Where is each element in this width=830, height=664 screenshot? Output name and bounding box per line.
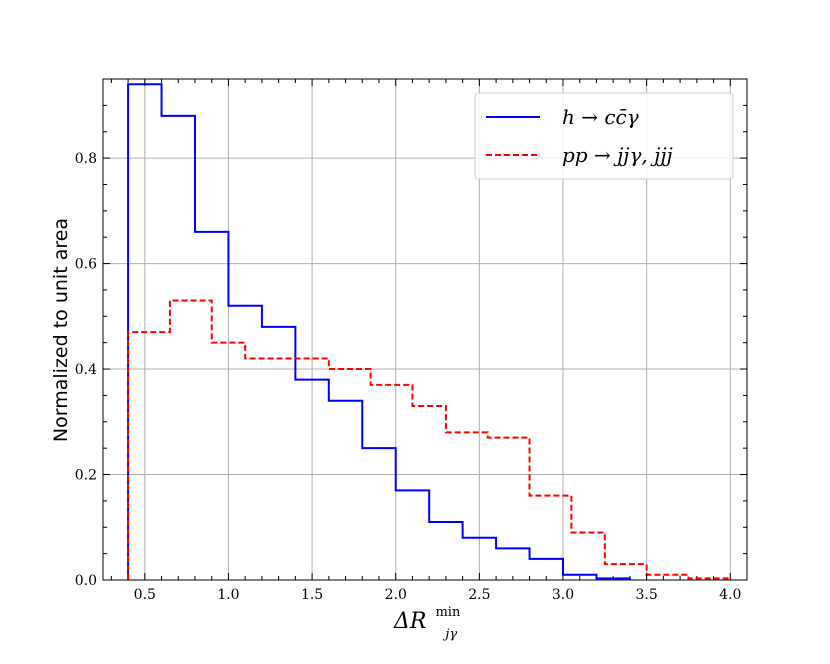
x-tick-label: 3.5 xyxy=(636,587,658,603)
y-tick-label: 0.6 xyxy=(75,257,97,273)
major-ticks xyxy=(103,79,747,581)
plot-frame xyxy=(102,78,748,581)
legend: h → cc̄γ pp → jjγ, jjj xyxy=(474,92,734,180)
y-tick-label: 0.0 xyxy=(75,573,97,589)
series-background xyxy=(127,299,732,580)
svg-text:ΔR min jγ: ΔR min jγ xyxy=(393,597,467,642)
x-tick-label: 1.0 xyxy=(217,587,239,603)
x-tick-label: 4.0 xyxy=(719,587,741,603)
histogram-outline xyxy=(127,83,631,580)
x-axis-label-subscript: jγ xyxy=(442,627,457,642)
x-tick-label: 1.5 xyxy=(301,587,323,603)
series-layer xyxy=(127,83,732,580)
histogram-outline xyxy=(127,299,732,580)
series-signal xyxy=(127,83,631,580)
minor-ticks xyxy=(103,79,747,580)
y-axis-label: Normalized to unit area xyxy=(50,218,72,442)
legend-label-signal: h → cc̄γ xyxy=(562,105,639,129)
x-axis-label: ΔR min jγ xyxy=(393,597,467,642)
x-tick-label: 2.5 xyxy=(468,587,490,603)
x-axis-label-superscript: min xyxy=(435,605,460,620)
y-tick-label: 0.8 xyxy=(75,151,97,167)
legend-box xyxy=(474,92,734,180)
y-tick-label: 0.4 xyxy=(75,362,97,378)
y-tick-label: 0.2 xyxy=(75,468,97,484)
x-tick-label: 2.0 xyxy=(385,587,407,603)
x-tick-label: 0.5 xyxy=(134,587,156,603)
x-tick-label: 3.0 xyxy=(552,587,574,603)
legend-label-background: pp → jjγ, jjj xyxy=(562,143,673,167)
tick-labels: 0.5 1.0 1.5 2.0 2.5 3.0 3.5 4.0 0.0 0.2 0.4 0.6 0.8 xyxy=(75,151,742,603)
x-axis-label-main: ΔR xyxy=(393,609,426,634)
